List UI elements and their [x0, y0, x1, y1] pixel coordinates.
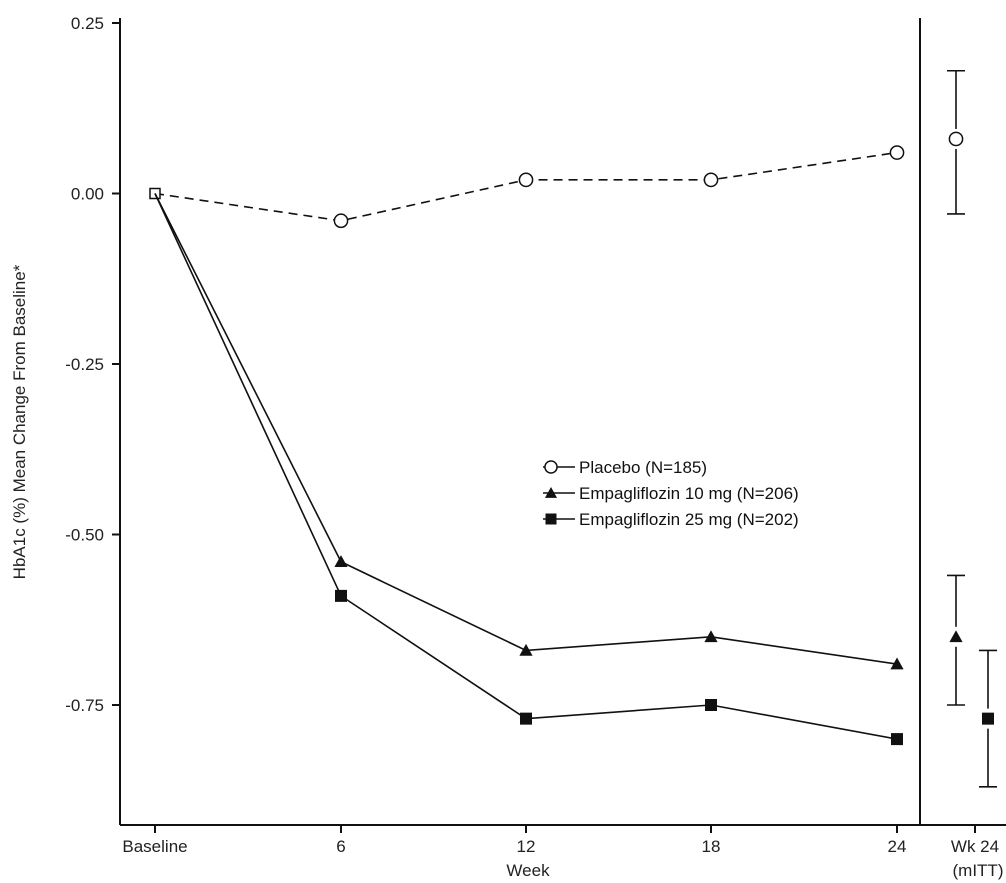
endpoint-errorbar: [947, 574, 965, 706]
series-group: [149, 145, 905, 229]
legend-item: Placebo (N=185): [543, 458, 707, 477]
endpoint-markers: [947, 69, 997, 788]
y-tick-label: 0.00: [71, 185, 104, 204]
endpoint-x-label: Wk 24: [951, 837, 999, 856]
endpoint-errorbar: [947, 69, 965, 215]
data-point: [889, 145, 905, 160]
data-point: [334, 555, 348, 568]
series-group: [154, 193, 903, 746]
endpoint-mean-marker: [949, 630, 963, 643]
y-tick-label: -0.50: [65, 526, 104, 545]
legend: Placebo (N=185) Empagliflozin 10 mg (N=20…: [543, 458, 799, 529]
axes: [119, 18, 1006, 826]
x-tick-label: Baseline: [122, 837, 187, 856]
data-point: [890, 657, 904, 670]
series-group: [154, 193, 904, 670]
legend-label: Empagliflozin 25 mg (N=202): [579, 510, 799, 529]
series-line: [154, 193, 898, 665]
legend-item: Empagliflozin 10 mg (N=206): [543, 484, 799, 503]
x-tick-label: 18: [702, 837, 721, 856]
data-point: [333, 213, 349, 229]
endpoint-errorbar: [979, 649, 997, 788]
y-tick-label: 0.25: [71, 14, 104, 33]
legend-marker: [544, 486, 558, 498]
legend-item: Empagliflozin 25 mg (N=202): [543, 510, 799, 529]
x-tick-label: 24: [888, 837, 907, 856]
data-point: [891, 733, 903, 746]
x-tick-label: 12: [517, 837, 536, 856]
endpoint-x-sublabel: (mITT): [953, 861, 1004, 880]
data-point: [518, 172, 534, 188]
data-point: [705, 699, 717, 711]
legend-marker: [544, 460, 558, 474]
legend-marker: [545, 513, 557, 525]
series: [149, 145, 905, 746]
data-point: [335, 589, 347, 602]
data-point: [704, 630, 718, 643]
legend-label: Empagliflozin 10 mg (N=206): [579, 484, 799, 503]
y-ticks: 0.25 0.00 -0.25 -0.50 -0.75: [65, 14, 120, 715]
x-axis-title: Week: [506, 861, 550, 880]
endpoint-mean-marker: [982, 712, 994, 725]
series-line: [154, 193, 898, 740]
data-point: [520, 712, 532, 725]
x-ticks: Baseline 6 12 18 24: [122, 825, 976, 856]
y-tick-label: -0.75: [65, 696, 104, 715]
data-point: [519, 643, 533, 656]
x-tick-label: 6: [336, 837, 345, 856]
y-axis-title: HbA1c (%) Mean Change From Baseline*: [10, 264, 29, 579]
y-tick-label: -0.25: [65, 355, 104, 374]
legend-label: Placebo (N=185): [579, 458, 707, 477]
endpoint-mean-marker: [948, 131, 964, 147]
data-point: [703, 172, 719, 188]
